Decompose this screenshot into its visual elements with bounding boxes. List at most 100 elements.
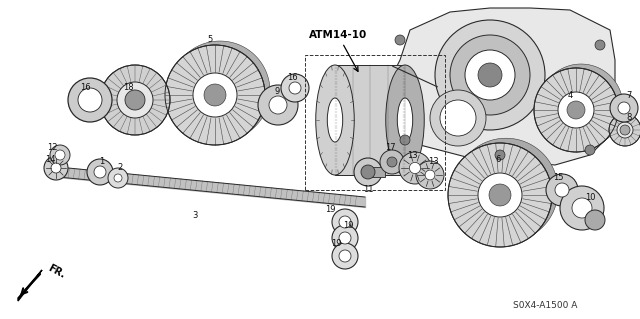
Text: 19: 19: [324, 205, 335, 214]
Polygon shape: [368, 167, 385, 177]
Polygon shape: [18, 270, 42, 301]
Circle shape: [399, 152, 431, 184]
Circle shape: [339, 216, 351, 228]
Circle shape: [332, 225, 358, 251]
Text: 15: 15: [553, 174, 563, 182]
Ellipse shape: [397, 98, 413, 142]
Circle shape: [281, 74, 309, 102]
Circle shape: [560, 186, 604, 230]
Circle shape: [332, 209, 358, 235]
Text: 19: 19: [343, 221, 353, 231]
Circle shape: [489, 184, 511, 206]
Circle shape: [395, 35, 405, 45]
Circle shape: [410, 162, 420, 174]
Circle shape: [585, 145, 595, 155]
Circle shape: [44, 156, 68, 180]
Text: 2: 2: [117, 162, 123, 172]
Circle shape: [87, 159, 113, 185]
Circle shape: [108, 168, 128, 188]
Ellipse shape: [316, 65, 355, 175]
Circle shape: [465, 50, 515, 100]
Circle shape: [354, 158, 382, 186]
Circle shape: [425, 170, 435, 180]
Circle shape: [332, 243, 358, 269]
Text: 16: 16: [80, 84, 90, 93]
Circle shape: [572, 198, 592, 218]
Text: 17: 17: [385, 144, 396, 152]
Text: 9: 9: [275, 87, 280, 97]
Circle shape: [555, 183, 569, 197]
Text: 7: 7: [627, 92, 632, 100]
Circle shape: [595, 40, 605, 50]
Text: ATM14-10: ATM14-10: [309, 30, 367, 71]
Circle shape: [609, 114, 640, 146]
Text: 13: 13: [428, 157, 438, 166]
Text: 18: 18: [123, 84, 133, 93]
Circle shape: [440, 100, 476, 136]
Circle shape: [617, 122, 633, 138]
Circle shape: [94, 166, 106, 178]
Circle shape: [478, 173, 522, 217]
Text: 3: 3: [192, 211, 198, 219]
Circle shape: [269, 96, 287, 114]
Circle shape: [478, 63, 502, 87]
Circle shape: [416, 161, 444, 189]
Text: S0X4-A1500 A: S0X4-A1500 A: [513, 300, 577, 309]
Circle shape: [450, 35, 530, 115]
Text: 11: 11: [363, 186, 373, 195]
Circle shape: [289, 82, 301, 94]
Circle shape: [610, 94, 638, 122]
Polygon shape: [469, 138, 558, 237]
Text: 4: 4: [568, 91, 573, 100]
Text: 13: 13: [406, 151, 417, 160]
Circle shape: [567, 101, 585, 119]
Circle shape: [68, 78, 112, 122]
Text: 16: 16: [287, 72, 298, 81]
Circle shape: [165, 45, 265, 145]
Circle shape: [50, 145, 70, 165]
Circle shape: [78, 88, 102, 112]
Circle shape: [193, 73, 237, 117]
Circle shape: [54, 168, 62, 176]
Circle shape: [55, 150, 65, 160]
Circle shape: [430, 90, 486, 146]
Circle shape: [400, 135, 410, 145]
Circle shape: [339, 250, 351, 262]
Text: 19: 19: [331, 240, 341, 249]
Text: 12: 12: [47, 143, 57, 152]
Bar: [305, 55, 445, 190]
Circle shape: [558, 92, 594, 128]
Circle shape: [585, 210, 605, 230]
Circle shape: [114, 174, 122, 182]
Polygon shape: [551, 64, 623, 144]
Circle shape: [387, 157, 397, 167]
Ellipse shape: [386, 65, 424, 175]
Circle shape: [258, 85, 298, 125]
Circle shape: [495, 150, 505, 160]
Circle shape: [125, 90, 145, 110]
Circle shape: [448, 143, 552, 247]
Circle shape: [546, 174, 578, 206]
Circle shape: [117, 82, 153, 118]
Text: 5: 5: [207, 35, 212, 44]
Text: 8: 8: [627, 114, 632, 122]
Polygon shape: [186, 41, 270, 136]
Text: 1: 1: [99, 158, 104, 167]
Circle shape: [620, 125, 630, 135]
Circle shape: [618, 102, 630, 114]
Circle shape: [339, 232, 351, 244]
Text: 14: 14: [45, 155, 55, 165]
Circle shape: [204, 84, 226, 106]
Circle shape: [380, 150, 404, 174]
Text: 10: 10: [585, 192, 595, 202]
Polygon shape: [390, 8, 615, 165]
Circle shape: [534, 68, 618, 152]
Ellipse shape: [327, 98, 342, 142]
Text: FR.: FR.: [46, 263, 67, 281]
Circle shape: [51, 163, 61, 173]
Text: 6: 6: [495, 155, 500, 165]
Circle shape: [435, 20, 545, 130]
Circle shape: [361, 165, 375, 179]
Circle shape: [100, 65, 170, 135]
Polygon shape: [335, 65, 405, 175]
